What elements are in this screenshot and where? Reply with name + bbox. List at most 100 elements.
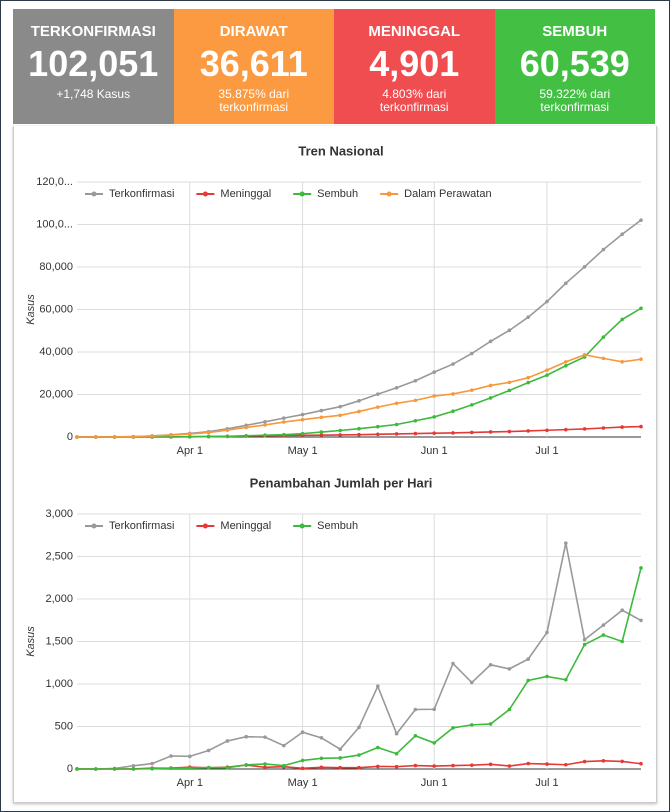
series-line <box>77 567 642 770</box>
card-note-line: terkonfirmasi <box>540 100 610 114</box>
data-point <box>357 432 361 437</box>
legend-label: Meninggal <box>220 520 271 532</box>
y-tick-label: 2,000 <box>45 593 73 605</box>
data-point <box>488 396 493 400</box>
y-tick-label: 40,000 <box>39 346 73 358</box>
data-point <box>150 766 154 771</box>
data-point <box>376 405 380 409</box>
data-point <box>263 762 267 766</box>
data-point <box>319 756 324 761</box>
data-point <box>300 412 305 417</box>
data-point <box>75 767 79 771</box>
data-point <box>545 368 549 372</box>
card-note: +1,748 Kasus <box>13 88 174 101</box>
card-note-line: terkonfirmasi <box>379 100 449 114</box>
data-point <box>169 766 173 771</box>
card-title: TERKONFIRMASI <box>30 23 156 40</box>
data-point <box>282 743 286 748</box>
data-point <box>564 281 568 286</box>
data-point <box>432 394 437 398</box>
data-point <box>338 756 343 760</box>
data-point <box>526 678 530 683</box>
data-point <box>376 392 380 396</box>
stat-card: TERKONFIRMASI 102,051 +1,748 Kasus <box>13 9 174 124</box>
data-point <box>620 639 624 644</box>
x-tick-label: Jul 1 <box>535 777 558 789</box>
data-point <box>545 373 549 377</box>
y-axis-label: Kasus <box>25 626 37 657</box>
data-point <box>357 765 361 770</box>
data-point <box>338 747 343 751</box>
data-point <box>244 763 248 767</box>
data-point <box>300 766 305 771</box>
series-line <box>76 219 642 438</box>
legend-dot <box>299 191 305 197</box>
data-point <box>601 759 606 763</box>
data-point <box>601 426 606 430</box>
data-point <box>488 430 493 434</box>
data-point <box>451 726 455 730</box>
data-point <box>357 725 361 730</box>
x-tick-label: May 1 <box>288 777 318 789</box>
data-point <box>564 762 568 767</box>
data-point <box>263 420 267 424</box>
data-point <box>263 765 267 770</box>
data-point <box>526 761 530 766</box>
legend-dot <box>202 523 208 529</box>
data-point <box>582 642 587 647</box>
card-title: SEMBUH <box>542 23 608 40</box>
data-point <box>639 306 643 311</box>
data-point <box>620 317 624 322</box>
data-point <box>394 422 399 427</box>
data-point <box>94 767 98 771</box>
card-note: 35.875% dari terkonfirmasi <box>174 88 335 114</box>
data-point <box>432 741 437 745</box>
data-point <box>338 428 343 433</box>
data-point <box>413 378 418 383</box>
data-point <box>319 430 324 434</box>
data-point <box>601 247 606 252</box>
y-tick-label: 20,000 <box>39 388 73 400</box>
data-point <box>470 680 474 685</box>
data-point <box>282 432 286 437</box>
data-point <box>169 433 173 437</box>
data-point <box>244 734 248 739</box>
data-point <box>432 370 437 374</box>
chart-panel <box>13 126 657 803</box>
stat-cards: TERKONFIRMASI 102,051 +1,748 Kasus DIRAWAT 3… <box>13 9 655 124</box>
card-note-line: 59.322% dari <box>539 87 611 101</box>
data-point <box>225 739 230 743</box>
data-point <box>526 380 530 385</box>
data-point <box>601 623 606 627</box>
data-point <box>300 730 305 734</box>
data-point <box>206 748 211 753</box>
data-point <box>188 766 192 771</box>
chart-title: Tren Nasional <box>298 143 383 158</box>
data-point <box>282 763 286 768</box>
data-point <box>413 431 418 436</box>
stat-card: DIRAWAT 36,611 35.875% dari terkonfirmasi <box>173 9 335 124</box>
data-point <box>376 764 380 769</box>
data-point <box>639 424 643 429</box>
data-point <box>244 434 248 438</box>
data-point <box>188 434 192 439</box>
legend-dot <box>91 523 97 529</box>
data-point <box>432 707 437 712</box>
data-point <box>263 735 267 739</box>
series-line <box>77 307 642 438</box>
data-point <box>545 428 549 433</box>
data-point <box>188 432 192 436</box>
data-point <box>582 637 587 642</box>
x-tick-label: Jun 1 <box>421 777 448 789</box>
data-point <box>470 430 474 435</box>
data-point <box>300 758 305 763</box>
data-point <box>394 751 399 756</box>
data-point <box>601 356 606 361</box>
data-point <box>413 734 418 738</box>
stat-card: SEMBUH 60,539 59.322% dari terkonfirmasi <box>494 9 655 124</box>
data-point <box>188 754 192 759</box>
stat-card: MENINGGAL 4,901 4.803% dari terkonfirmasi <box>334 9 495 124</box>
data-point <box>507 707 512 712</box>
data-point <box>376 745 380 750</box>
legend-label: Terkonfirmasi <box>109 188 174 200</box>
